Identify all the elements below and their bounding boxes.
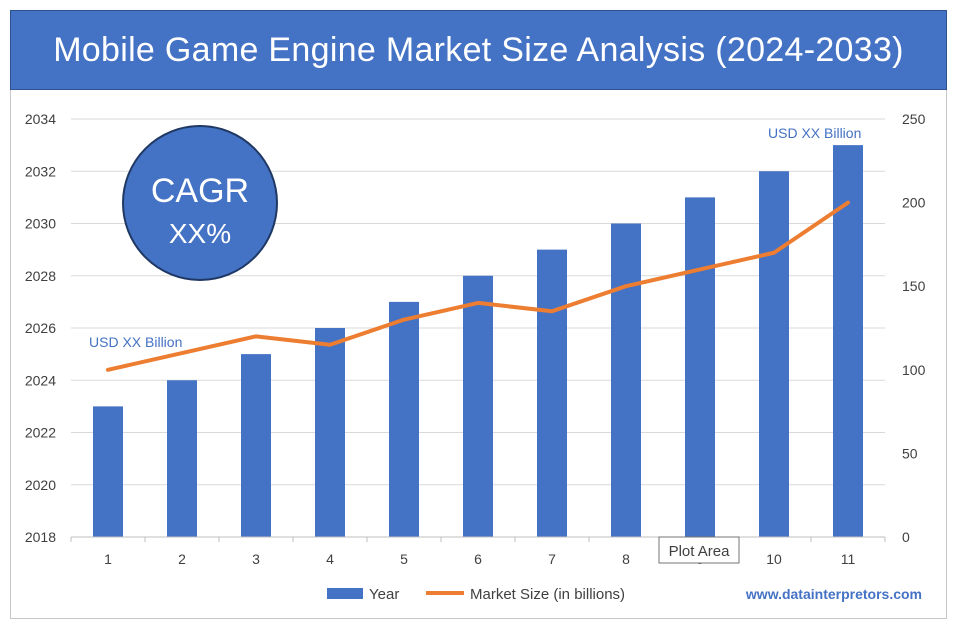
annotation-start: USD XX Billion <box>89 334 182 350</box>
y-left-tick-label: 2022 <box>25 425 56 441</box>
y-right-tick-label: 50 <box>902 445 918 461</box>
x-tick-label: 10 <box>766 551 782 567</box>
legend-label-year: Year <box>369 586 399 603</box>
cagr-badge: CAGR XX% <box>122 125 278 281</box>
x-tick-label: 3 <box>252 551 260 567</box>
legend-label-market-size: Market Size (in billions) <box>470 586 625 603</box>
bar <box>537 249 567 537</box>
cagr-circle <box>122 125 278 281</box>
axes: 2018 2020 2022 2024 2026 2028 2030 2032 2034 0 50 1… <box>25 111 926 567</box>
chart-title: Mobile Game Engine Market Size Analysis … <box>53 30 904 69</box>
bar <box>611 223 641 537</box>
y-right-tick-label: 150 <box>902 278 926 294</box>
bar <box>759 171 789 537</box>
y-left-tick-label: 2030 <box>25 216 56 232</box>
tooltip-box <box>658 536 740 564</box>
tooltip: Plot Area <box>658 536 740 564</box>
y-left-tick-label: 2032 <box>25 163 56 179</box>
y-right-tick-label: 250 <box>902 111 926 127</box>
y-left-tick-label: 2034 <box>25 111 56 127</box>
x-tick-label: 2 <box>178 551 186 567</box>
cagr-label: CAGR <box>151 172 249 210</box>
title-bar: Mobile Game Engine Market Size Analysis … <box>10 10 947 90</box>
y-left-tick-label: 2018 <box>25 529 56 545</box>
bar <box>389 301 419 537</box>
legend: Year Market Size (in billions) <box>327 586 625 603</box>
y-left-tick-label: 2028 <box>25 268 56 284</box>
y-left-tick-label: 2024 <box>25 372 56 388</box>
y-left-tick-label: 2026 <box>25 320 56 336</box>
x-tick-label: 5 <box>400 551 408 567</box>
x-tick-label: 7 <box>548 551 556 567</box>
bar-series <box>93 145 863 537</box>
x-tick-label: 4 <box>326 551 334 567</box>
x-tick-label: 8 <box>622 551 630 567</box>
x-tick-label: 6 <box>474 551 482 567</box>
legend-swatch-year <box>327 588 363 599</box>
watermark-url: www.datainterpretors.com <box>745 586 922 602</box>
y-right-tick-label: 200 <box>902 195 926 211</box>
bar <box>167 380 197 537</box>
x-tick-label: 11 <box>841 551 856 567</box>
annotation-end: USD XX Billion <box>768 125 861 141</box>
line-series <box>106 200 850 372</box>
bar <box>685 197 715 537</box>
x-tick-label: 1 <box>104 551 112 567</box>
y-right-tick-label: 100 <box>902 362 926 378</box>
bar <box>93 406 123 537</box>
cagr-value: XX% <box>169 218 231 249</box>
tooltip-text: Plot Area <box>669 543 731 560</box>
y-right-tick-label: 0 <box>902 529 910 545</box>
bar <box>463 275 493 537</box>
bar <box>315 328 345 537</box>
y-left-tick-label: 2020 <box>25 477 56 493</box>
bar <box>241 354 271 537</box>
